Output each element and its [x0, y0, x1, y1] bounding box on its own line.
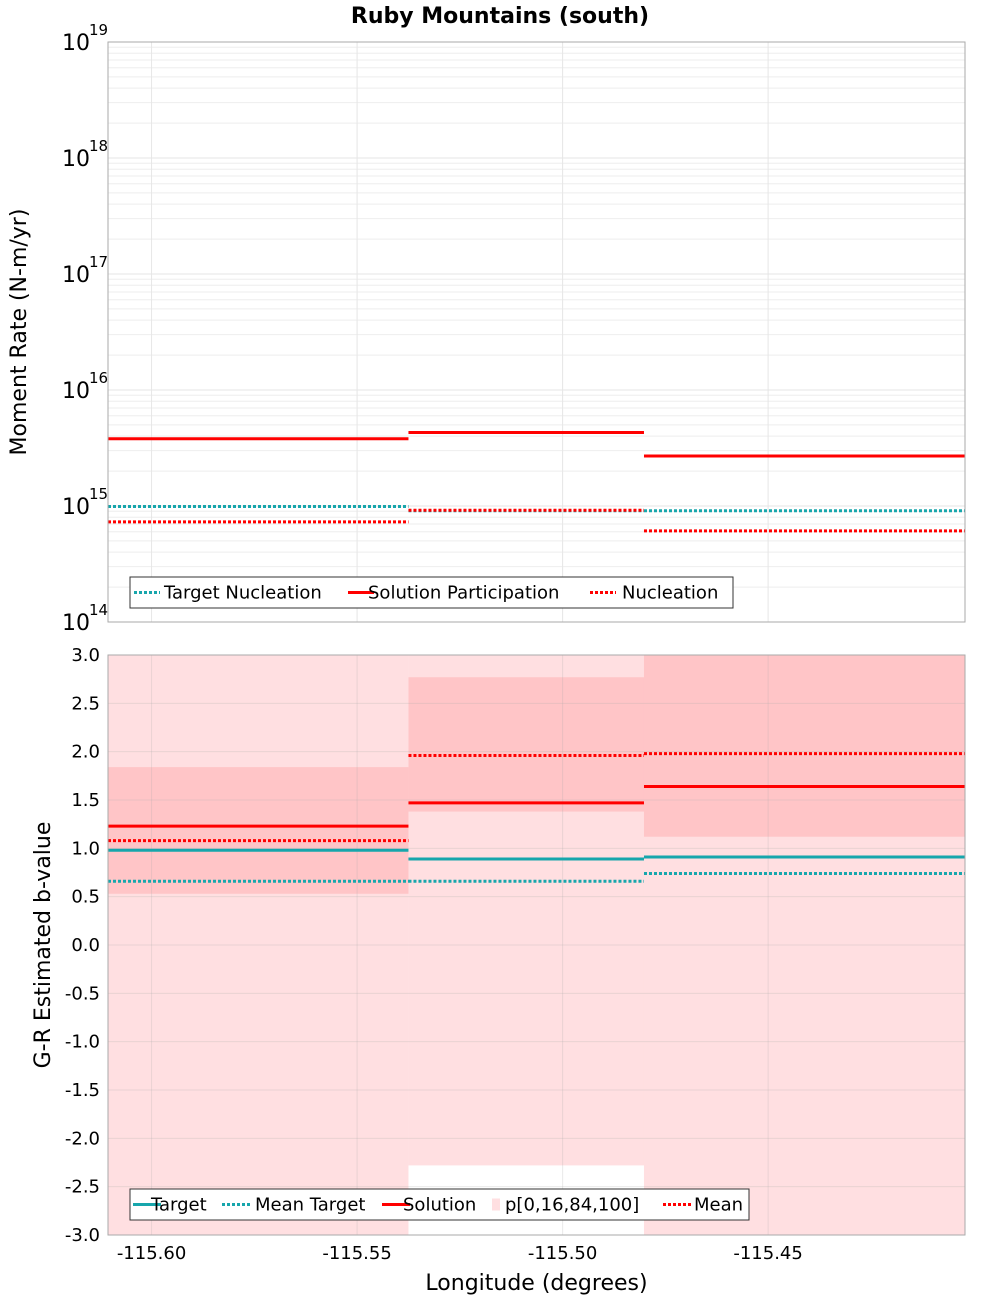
y-tick-label-exponent: 14 [89, 601, 108, 619]
legend-label: Target [150, 1195, 207, 1216]
y-tick-label-exponent: 18 [89, 137, 108, 155]
y-tick-label: -1.0 [65, 1032, 100, 1053]
band-inner [408, 677, 644, 812]
y-tick-label: -0.5 [65, 983, 100, 1004]
y-tick-label: 2.0 [71, 742, 100, 763]
y-tick-label: 0.0 [71, 935, 100, 956]
x-tick-label: -115.60 [117, 1243, 186, 1264]
y-tick-label: 2.5 [71, 693, 100, 714]
legend-label: Target Nucleation [163, 583, 322, 604]
y-tick-label-base: 10 [62, 611, 90, 636]
x-tick-label: -115.45 [733, 1243, 802, 1264]
b-value-y-axis-label: G-R Estimated b-value [31, 822, 56, 1069]
legend-label: Nucleation [622, 583, 718, 604]
b-value-panel: 3.0 2.5 2.0 1.5 1.0 0.5 0.0 -0.5 -1.0 -1.5 -2.0 -2.… [31, 645, 966, 1296]
y-tick-label: 3.0 [71, 645, 100, 666]
y-tick-label-base: 10 [62, 495, 90, 520]
y-tick-label-base: 10 [62, 263, 90, 288]
legend-label: Solution [403, 1195, 476, 1216]
y-tick-label-exponent: 15 [89, 485, 108, 503]
band-inner [643, 655, 965, 837]
band-outer [108, 655, 409, 1235]
legend-label: Mean [694, 1195, 743, 1216]
y-tick-label: -2.5 [65, 1177, 100, 1198]
x-axis-label: Longitude (degrees) [425, 1271, 647, 1296]
moment-rate-plot-frame [107, 41, 966, 623]
legend-swatch [492, 1198, 500, 1211]
y-tick-label: 0.5 [71, 887, 100, 908]
legend-box [129, 576, 734, 609]
legend-label: Mean Target [255, 1195, 365, 1216]
y-tick-label: 1.5 [71, 790, 100, 811]
y-tick-label: -3.0 [65, 1225, 100, 1246]
y-tick-label: -1.5 [65, 1080, 100, 1101]
moment-rate-y-axis-label: Moment Rate (N-m/yr) [7, 209, 32, 456]
x-tick-label: -115.55 [322, 1243, 391, 1264]
y-tick-label-base: 10 [62, 31, 90, 56]
b-value-legend: Target Mean Target Solution p[0,16,84,100] M… [129, 1188, 750, 1221]
legend-label: Solution Participation [368, 583, 559, 604]
y-tick-label-exponent: 19 [89, 21, 108, 39]
y-tick-label: -2.0 [65, 1128, 100, 1149]
y-tick-label-base: 10 [62, 147, 90, 172]
x-tick-label: -115.50 [528, 1243, 597, 1264]
y-tick-label-exponent: 16 [89, 369, 108, 387]
y-tick-label: 1.0 [71, 838, 100, 859]
y-tick-label-exponent: 17 [89, 253, 108, 271]
chart-title: Ruby Mountains (south) [351, 4, 649, 29]
moment-rate-legend: Target Nucleation Solution Participation N… [129, 576, 734, 609]
band-inner [108, 767, 409, 894]
b-value-plot-frame [107, 654, 966, 1236]
y-tick-label-base: 10 [62, 379, 90, 404]
legend-label: p[0,16,84,100] [505, 1195, 639, 1216]
